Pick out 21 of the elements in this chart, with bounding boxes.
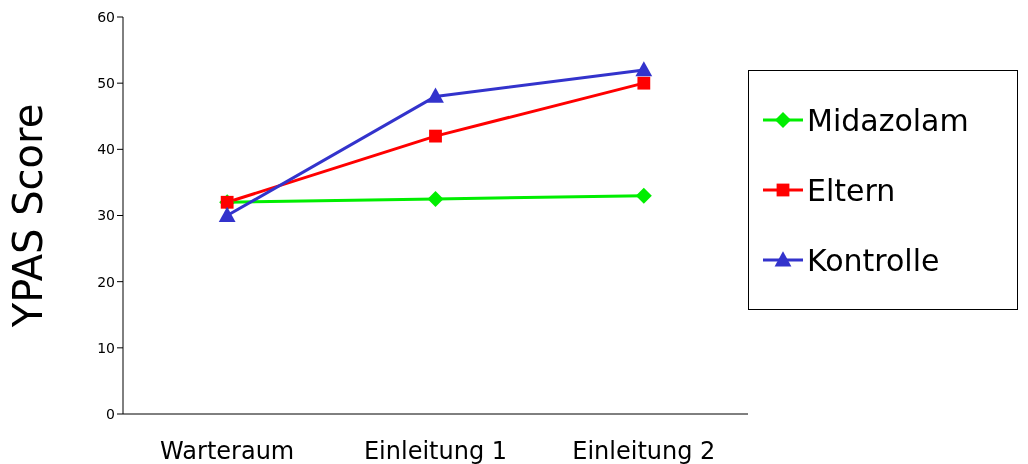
point <box>635 187 652 204</box>
y-tick-label: 40 <box>97 141 115 158</box>
legend-label: Eltern <box>807 172 896 208</box>
point <box>635 61 653 77</box>
y-tick-label: 30 <box>97 207 115 224</box>
y-tick-label: 0 <box>106 405 115 422</box>
point <box>637 76 651 90</box>
x-tick-label: Einleitung 1 <box>363 437 508 464</box>
y-tick-label: 10 <box>97 339 115 356</box>
x-tick-label: Einleitung 2 <box>572 437 716 464</box>
y-tick-label: 20 <box>97 273 115 290</box>
y-tick-label: 60 <box>97 8 115 25</box>
point <box>429 129 442 143</box>
legend-label: Midazolam <box>807 102 969 138</box>
point <box>427 190 444 207</box>
legend-label: Kontrolle <box>807 242 940 278</box>
y-tick-label: 50 <box>97 75 115 92</box>
x-tick-label: Warteraum <box>160 437 295 464</box>
y-axis-title: YPAS Score <box>5 103 52 329</box>
point <box>427 87 444 103</box>
point <box>218 206 236 222</box>
